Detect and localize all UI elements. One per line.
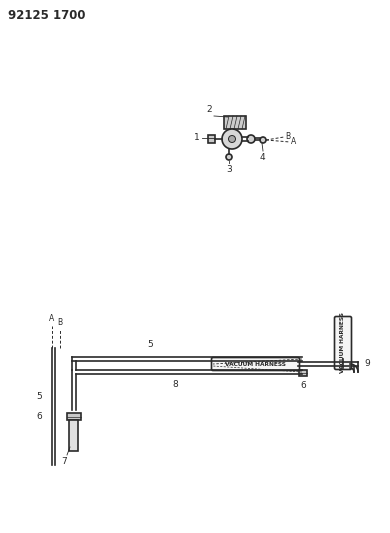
FancyBboxPatch shape (208, 135, 215, 143)
FancyBboxPatch shape (299, 370, 307, 376)
FancyBboxPatch shape (69, 420, 78, 451)
FancyBboxPatch shape (335, 317, 351, 369)
Text: 9: 9 (364, 359, 370, 368)
Circle shape (229, 135, 236, 142)
Text: B: B (285, 132, 290, 141)
Circle shape (247, 135, 255, 143)
Circle shape (260, 137, 266, 143)
Text: 1: 1 (194, 133, 200, 141)
Text: 5: 5 (147, 340, 153, 349)
Text: 8: 8 (172, 380, 178, 389)
Circle shape (226, 154, 232, 160)
Text: A: A (291, 137, 296, 146)
Text: 5: 5 (36, 392, 42, 401)
Text: 4: 4 (259, 153, 265, 162)
FancyBboxPatch shape (67, 413, 81, 420)
Text: A: A (50, 314, 55, 323)
FancyBboxPatch shape (224, 116, 246, 129)
Text: 6: 6 (36, 412, 42, 421)
Text: B: B (57, 318, 62, 327)
FancyBboxPatch shape (211, 358, 300, 370)
Text: VACUUM HARNESS: VACUUM HARNESS (340, 312, 346, 374)
Text: 3: 3 (226, 165, 232, 174)
Text: 2: 2 (206, 105, 212, 114)
Text: 7: 7 (61, 457, 67, 466)
Text: VACUUM HARNESS: VACUUM HARNESS (225, 361, 286, 367)
Text: 92125 1700: 92125 1700 (8, 9, 85, 22)
Text: 6: 6 (300, 381, 306, 390)
Circle shape (222, 129, 242, 149)
